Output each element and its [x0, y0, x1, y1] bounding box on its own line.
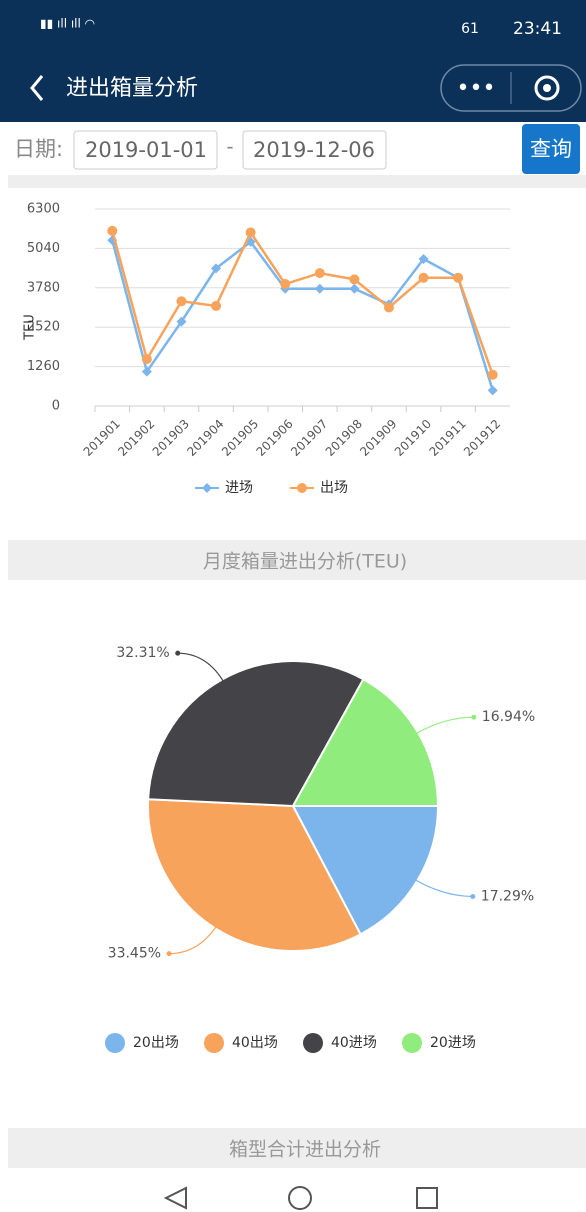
legend-label: 20进场	[430, 1035, 476, 1051]
legend-label: 进场	[225, 480, 253, 496]
point	[107, 225, 118, 236]
leader-line	[412, 716, 474, 736]
legend-marker	[105, 1033, 125, 1053]
divider	[8, 175, 586, 188]
section-band	[8, 1128, 586, 1168]
x-tick-label: 201905	[219, 417, 261, 459]
point	[141, 366, 152, 377]
x-tick-label: 201907	[288, 417, 330, 459]
y-tick-label: 1260	[27, 359, 60, 374]
date-label: 日期:	[14, 137, 63, 161]
y-tick-label: 5040	[27, 241, 60, 256]
y-tick-label: 0	[52, 399, 60, 414]
nav-recent[interactable]	[416, 1187, 438, 1209]
query-button[interactable]	[522, 124, 580, 174]
series-line	[111, 239, 494, 391]
x-tick-label: 201909	[357, 417, 399, 459]
y-tick-label: 3780	[27, 280, 60, 295]
capsule	[440, 64, 582, 112]
x-tick-label: 201903	[150, 417, 192, 459]
point	[349, 283, 360, 294]
leader-line	[411, 877, 473, 898]
leader-dot	[166, 951, 172, 957]
y-tick-label: 6300	[27, 202, 60, 217]
point	[383, 302, 394, 313]
legend-marker	[303, 1033, 323, 1053]
legend-label: 40出场	[232, 1035, 278, 1051]
query-button-text: 查询	[530, 137, 572, 161]
section-title: 箱型合计进出分析	[229, 1139, 381, 1161]
page-title: 进出箱量分析	[66, 76, 198, 101]
nav-back[interactable]	[163, 1186, 187, 1210]
point	[487, 385, 498, 396]
nav-home[interactable]	[288, 1186, 312, 1210]
close-dot	[543, 84, 551, 92]
start-date[interactable]	[73, 130, 218, 170]
leader-line	[177, 652, 226, 685]
legend-marker	[402, 1033, 422, 1053]
leader-dot	[175, 650, 181, 656]
point	[314, 283, 325, 294]
x-tick-label: 201908	[323, 417, 365, 459]
signal-icons: ▮▮ ıll ıll ◠	[40, 17, 95, 31]
point	[418, 254, 429, 265]
point	[176, 296, 187, 307]
y-tick-label: 2520	[27, 320, 60, 335]
y-axis-label: TEU	[23, 314, 38, 341]
x-tick-label: 201902	[115, 417, 157, 459]
point	[487, 369, 498, 380]
battery: 61	[461, 21, 479, 37]
data-label: 16.94%	[482, 709, 535, 725]
section-band	[8, 540, 586, 580]
back-button[interactable]	[30, 75, 44, 101]
point	[418, 272, 429, 283]
clock: 23:41	[513, 19, 562, 39]
start-date-text: 2019-01-01	[85, 138, 207, 162]
end-date[interactable]	[242, 130, 387, 170]
leader-dot	[470, 893, 476, 899]
menu-button[interactable]: •••	[457, 76, 496, 101]
legend-label: 20出场	[133, 1035, 179, 1051]
data-label: 33.45%	[108, 946, 161, 962]
x-tick-label: 201910	[392, 417, 434, 459]
series-line	[111, 229, 494, 376]
close-button[interactable]	[534, 75, 560, 101]
legend-label: 40进场	[331, 1035, 377, 1051]
point	[349, 274, 360, 285]
pie-chart: 17.29% 33.45% 32.31% 16.94% 20出场 40出场 40进场 20进场	[105, 645, 535, 1053]
point	[453, 272, 464, 283]
legend-marker	[297, 483, 307, 493]
point	[314, 268, 325, 279]
x-tick-label: 201911	[426, 417, 468, 459]
line-chart: 012602520378050406300TEU2019012019022019…	[23, 202, 510, 496]
section-title: 月度箱量进出分析(TEU)	[203, 551, 407, 573]
top-bar	[0, 0, 586, 122]
end-date-text: 2019-12-06	[253, 138, 375, 162]
x-tick-label: 201906	[254, 417, 296, 459]
point	[280, 279, 291, 290]
x-tick-label: 201904	[184, 417, 226, 459]
x-tick-label: 201901	[81, 417, 123, 459]
legend-marker	[204, 1033, 224, 1053]
data-label: 32.31%	[116, 645, 169, 661]
point	[211, 300, 222, 311]
point	[141, 354, 152, 365]
data-label: 17.29%	[481, 888, 534, 904]
legend-label: 出场	[320, 480, 348, 496]
point	[176, 316, 187, 327]
x-tick-label: 201912	[461, 417, 503, 459]
legend-marker	[202, 483, 212, 493]
leader-line	[169, 922, 219, 955]
leader-dot	[471, 714, 477, 720]
point	[245, 227, 256, 238]
date-separator: -	[226, 135, 233, 159]
point	[211, 263, 222, 274]
